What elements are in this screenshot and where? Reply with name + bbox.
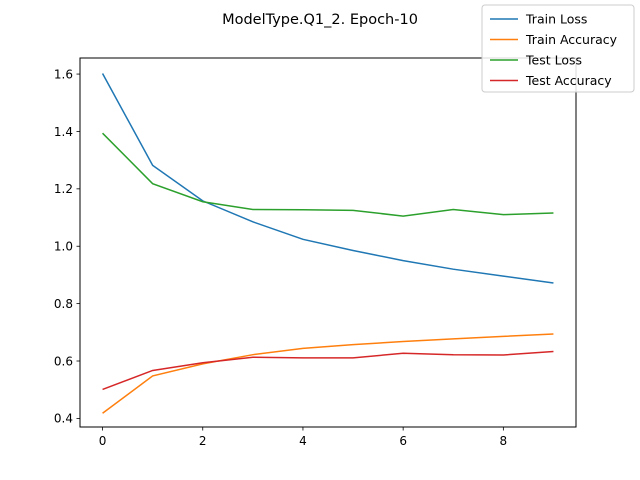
x-axis: 0 2 4 6 8 [99, 427, 507, 448]
y-tick-label: 0.8 [54, 297, 73, 311]
legend: Train Loss Train Accuracy Test Loss Test Ac… [481, 4, 635, 93]
legend-label: Train Loss [525, 12, 587, 27]
y-tick-label: 1.6 [54, 67, 73, 81]
y-tick-label: 0.6 [54, 354, 73, 368]
x-tick-label: 2 [199, 434, 207, 448]
y-tick-label: 1.0 [54, 240, 73, 254]
y-axis: 0.4 0.6 0.8 1.0 1.2 1.4 1.6 [54, 67, 80, 426]
legend-label: Train Accuracy [525, 32, 618, 47]
x-tick-label: 4 [299, 434, 307, 448]
series-layer [101, 73, 554, 414]
legend-label: Test Loss [525, 53, 582, 68]
plot-area-frame [79, 57, 577, 428]
legend-box [481, 4, 635, 93]
legend-label: Test Accuracy [525, 73, 612, 88]
x-tick-label: 8 [500, 434, 508, 448]
series-line-test-accuracy [102, 350, 554, 391]
chart-title: ModelType.Q1_2. Epoch-10 [222, 12, 418, 28]
y-tick-label: 1.4 [54, 125, 73, 139]
series-line-train-loss [101, 73, 554, 284]
series-line-test-loss [102, 132, 554, 217]
y-tick-label: 1.2 [54, 182, 73, 196]
y-tick-label: 0.4 [54, 412, 73, 426]
x-tick-label: 0 [99, 434, 107, 448]
x-tick-label: 6 [399, 434, 407, 448]
series-line-train-accuracy [102, 333, 554, 414]
